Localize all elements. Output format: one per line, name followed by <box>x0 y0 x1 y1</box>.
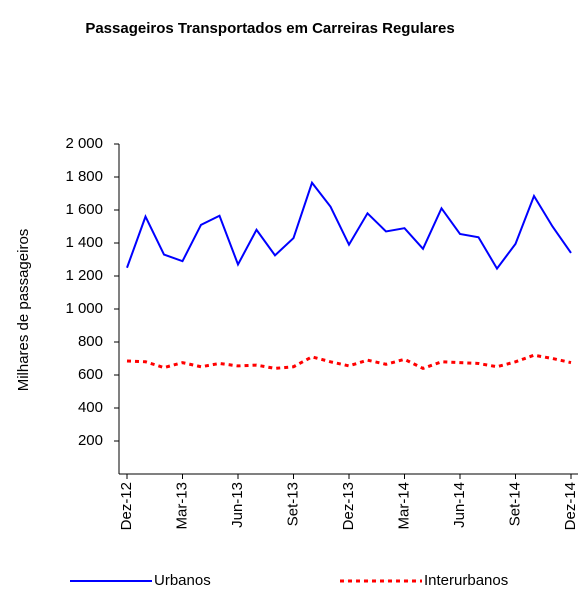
x-tick-label: Dez-13 <box>340 482 357 530</box>
x-tick-label: Jun-14 <box>451 482 468 528</box>
y-tick-label: 400 <box>78 399 103 416</box>
y-tick-label: 1 200 <box>65 267 103 284</box>
y-tick-label: 200 <box>78 432 103 449</box>
x-tick-label: Set-14 <box>506 482 523 526</box>
line-series <box>126 353 572 371</box>
y-tick-label: 800 <box>78 333 103 350</box>
y-tick-label: 1 800 <box>65 168 103 185</box>
x-tick-label: Dez-14 <box>562 482 579 530</box>
y-tick-label: 1 600 <box>65 201 103 218</box>
y-tick-label: 600 <box>78 366 103 383</box>
y-tick-label: 1 000 <box>65 300 103 317</box>
y-tick-label: 2 000 <box>65 135 103 152</box>
y-axis-label: Milhares de passageiros <box>15 229 32 392</box>
y-tick-label: 1 400 <box>65 234 103 251</box>
x-tick-label: Dez-12 <box>118 482 135 530</box>
chart-title: Passageiros Transportados em Carreiras R… <box>85 20 455 37</box>
x-tick-label: Mar-13 <box>173 482 190 530</box>
x-tick-label: Mar-14 <box>395 482 412 530</box>
line-series <box>126 180 572 271</box>
legend-label: Interurbanos <box>424 572 508 589</box>
x-tick-label: Set-13 <box>284 482 301 526</box>
x-tick-label: Jun-13 <box>229 482 246 528</box>
legend-label: Urbanos <box>154 572 211 589</box>
